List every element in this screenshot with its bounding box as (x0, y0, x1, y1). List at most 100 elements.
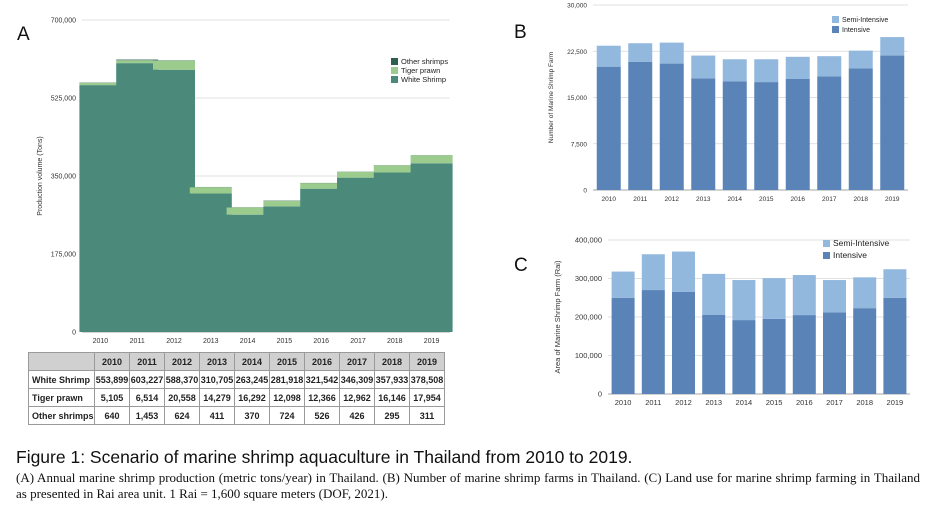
legend-entry: Semi-Intensive (842, 17, 888, 24)
x-tick-label: 2010 (615, 398, 632, 407)
legend-swatch (832, 26, 839, 33)
x-tick-label: 2015 (277, 338, 293, 345)
bar-segment (754, 82, 779, 190)
table-row-label: Other shrimps (28, 406, 95, 425)
table-year-header: 2010 (94, 352, 130, 371)
bar-segment (337, 171, 379, 178)
bar-segment (792, 315, 816, 394)
x-tick-label: 2018 (856, 398, 873, 407)
bar-segment (641, 254, 665, 291)
bar-segment (263, 206, 306, 332)
legend-entry: Intensive (833, 250, 867, 260)
x-tick-label: 2010 (602, 196, 617, 203)
y-tick-label: 400,000 (575, 236, 602, 245)
chart-c: 0 100,000 200,000 300,000 400,000 Area of Mar… (514, 236, 910, 407)
table-year-header: 2012 (164, 352, 200, 371)
x-tick-label: 2018 (387, 338, 403, 345)
x-tick-label: 2011 (633, 196, 647, 203)
x-tick-label: 2013 (696, 196, 711, 203)
bar-segment (226, 214, 269, 332)
bar-segment (659, 42, 684, 64)
x-tick-label: 2011 (645, 398, 661, 407)
bar-segment (263, 200, 306, 207)
bar-segment (116, 59, 159, 61)
x-tick-label: 2019 (885, 196, 900, 203)
legend-swatch (391, 76, 398, 83)
x-tick-label: 2012 (665, 196, 680, 203)
y-tick-label: 0 (583, 188, 587, 195)
bar-segment (116, 63, 159, 332)
bar-segment (189, 193, 232, 332)
bar-segment (116, 60, 159, 64)
bar-segment (691, 78, 716, 190)
panel-letter: B (514, 22, 527, 43)
panel-letter: A (17, 24, 30, 45)
table-cell: 12,366 (304, 388, 340, 407)
bar-segment (785, 56, 810, 79)
table-year-header: 2014 (234, 352, 270, 371)
x-tick-label: 2014 (240, 338, 256, 345)
table-cell: 12,962 (339, 388, 375, 407)
x-tick-label: 2014 (728, 196, 743, 203)
table-cell: 17,954 (409, 388, 445, 407)
bar-segment (79, 82, 122, 86)
panel-letter: C (514, 255, 528, 276)
bar-segment (853, 277, 877, 309)
table-cell: 16,292 (234, 388, 270, 407)
bar-segment (823, 280, 846, 313)
bar-segment (596, 66, 621, 190)
bar-segment (732, 280, 756, 321)
table-cell: 588,370 (164, 370, 200, 389)
table-cell: 624 (164, 406, 200, 425)
table-cell: 12,098 (269, 388, 305, 407)
bar-segment (722, 81, 747, 190)
table-cell: 16,146 (374, 388, 410, 407)
x-tick-label: 2019 (887, 398, 904, 407)
y-tick-label: 30,000 (567, 3, 587, 10)
bar-segment (153, 60, 195, 70)
bar-segment (702, 273, 726, 315)
table-header-row: 2010 2011 2012 2013 2014 2015 2016 2017 2018 2019 (28, 352, 445, 371)
bar-segment (883, 297, 907, 394)
bar-segment (691, 55, 716, 79)
bar-segment (762, 278, 786, 319)
table-corner-cell (28, 352, 95, 371)
bar-segment (880, 55, 905, 190)
table-cell: 263,245 (234, 370, 270, 389)
x-tick-label: 2012 (675, 398, 692, 407)
y-axis-label: Number of Marine Shrimp Farm (548, 52, 555, 143)
x-tick-label: 2010 (93, 338, 109, 345)
table-cell: 346,309 (339, 370, 375, 389)
bar-segment (79, 85, 122, 333)
bar-segment (848, 50, 873, 69)
table-year-header: 2016 (304, 352, 340, 371)
y-tick-label: 700,000 (51, 18, 76, 25)
y-tick-label: 7,500 (571, 141, 588, 148)
bar-segment (628, 61, 653, 190)
y-axis-label: Area of Marine Shrimp Farm (Rai) (553, 260, 562, 373)
table-cell: 14,279 (199, 388, 235, 407)
x-tick-label: 2013 (705, 398, 722, 407)
y-tick-label: 0 (72, 330, 76, 337)
table-cell: 295 (374, 406, 410, 425)
x-tick-label: 2011 (130, 338, 145, 345)
x-tick-label: 2015 (766, 398, 783, 407)
legend-entry: Semi-Intensive (833, 238, 889, 248)
bar-segment (702, 314, 726, 394)
table-cell: 5,105 (94, 388, 130, 407)
bar-segment (722, 59, 747, 82)
chart-a: 0 175,000 350,000 525,000 700,000 Production … (17, 18, 453, 345)
table-year-header: 2015 (269, 352, 305, 371)
table-row-label: Tiger prawn (28, 388, 95, 407)
x-tick-label: 2018 (854, 196, 869, 203)
y-tick-label: 350,000 (51, 174, 76, 181)
table-cell: 553,899 (94, 370, 130, 389)
table-row: Other shrimps 640 1,453 624 411 370 724 526 426 2… (28, 406, 445, 425)
y-tick-label: 100,000 (575, 351, 602, 360)
table-cell: 20,558 (164, 388, 200, 407)
legend-entry: Tiger prawn (401, 66, 440, 75)
bar-segment (628, 43, 653, 62)
legend-entry: White Shrimp (401, 75, 446, 84)
table-cell: 370 (234, 406, 270, 425)
bar-segment (853, 308, 877, 394)
